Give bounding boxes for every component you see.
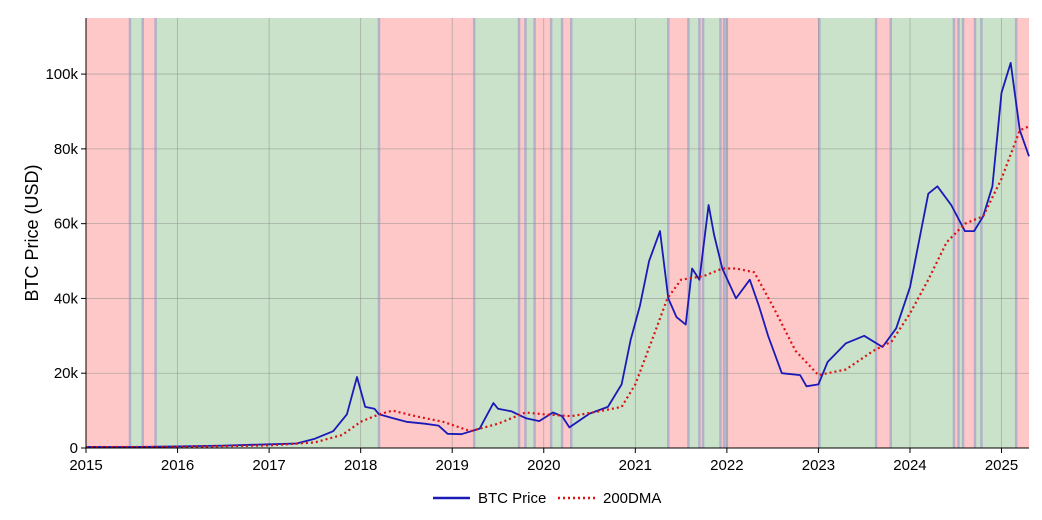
x-tick-labels: 2015 2016 2017 2018 2019 2020 2021 2022 2023 2024… [69,448,1018,474]
x-tick-label-2022: 2022 [710,457,743,474]
y-tick-label-80k: 80k [54,141,79,158]
region-below-8 [534,18,552,448]
region-below-14 [699,18,704,448]
region-below-10 [562,18,572,448]
region-above-5 [474,18,520,448]
region-below-24 [963,18,975,448]
region-above-11 [571,18,669,448]
legend-btc-label: BTC Price [478,490,546,507]
region-below-12 [668,18,689,448]
region-above-23 [958,18,964,448]
region-above-19 [819,18,877,448]
axes [85,18,1029,449]
legend: BTC Price 200DMA [433,490,661,507]
region-above-9 [551,18,563,448]
y-tick-label-60k: 60k [54,216,79,233]
y-tick-labels: 0 20k 40k 60k 80k 100k [45,66,86,457]
y-axis-title: BTC Price (USD) [22,164,42,301]
y-tick-label-20k: 20k [54,365,79,382]
legend-dma-label: 200DMA [603,490,661,507]
region-above-15 [703,18,721,448]
region-above-13 [688,18,700,448]
x-tick-label-2024: 2024 [893,457,926,474]
region-below-22 [953,18,959,448]
btc-price-line [85,62,1030,448]
x-tick-label-2019: 2019 [436,457,469,474]
region-below-0 [86,18,130,448]
region-below-2 [142,18,156,448]
x-tick-label-2016: 2016 [161,457,194,474]
region-above-1 [129,18,143,448]
region-below-20 [876,18,891,448]
x-tick-label-2021: 2021 [619,457,652,474]
region-above-3 [155,18,379,448]
x-tick-label-2020: 2020 [527,457,560,474]
x-tick-label-2015: 2015 [69,457,102,474]
region-above-25 [974,18,982,448]
series-lines [85,62,1030,449]
region-above-7 [525,18,535,448]
x-tick-label-2017: 2017 [252,457,285,474]
x-tick-label-2023: 2023 [802,457,835,474]
region-below-18 [726,18,820,448]
y-tick-label-0: 0 [70,440,78,457]
x-tick-label-2025: 2025 [985,457,1018,474]
y-tick-label-40k: 40k [54,290,79,307]
regime-regions [86,18,1029,448]
region-above-17 [724,18,727,448]
region-below-6 [519,18,526,448]
y-tick-label-100k: 100k [45,66,78,83]
region-below-27 [1016,18,1029,448]
x-tick-label-2018: 2018 [344,457,377,474]
region-above-26 [981,18,1017,448]
region-below-16 [720,18,725,448]
region-above-21 [890,18,954,448]
region-below-4 [378,18,475,448]
